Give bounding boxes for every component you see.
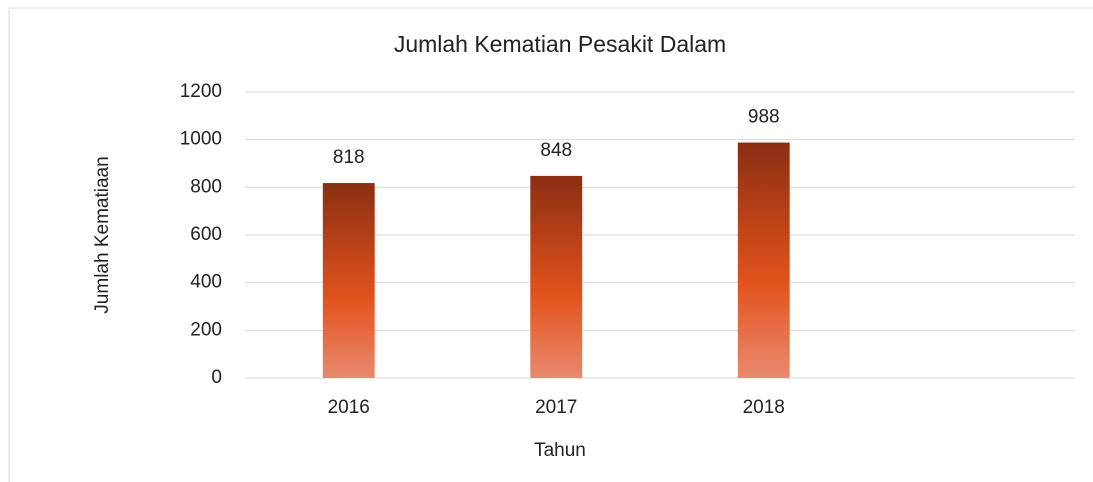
data-label: 818	[333, 147, 365, 168]
y-axis-label: Jumlah Kematiaan	[92, 156, 113, 313]
bar	[737, 142, 790, 378]
bar	[530, 175, 583, 378]
x-tick-label: 2017	[535, 397, 577, 418]
y-tick-label: 800	[190, 176, 222, 197]
x-tick-label: 2018	[743, 397, 785, 418]
chart-title: Jumlah Kematian Pesakit Dalam	[394, 31, 726, 57]
y-tick-label: 1000	[180, 129, 222, 150]
x-axis-label: Tahun	[534, 440, 586, 461]
y-tick-label: 400	[190, 272, 222, 293]
data-label: 848	[540, 140, 572, 161]
x-tick-label: 2016	[328, 397, 370, 418]
chart-frame	[8, 7, 1093, 482]
bar	[322, 183, 375, 378]
y-tick-label: 1200	[180, 81, 222, 102]
y-tick-label: 200	[190, 319, 222, 340]
y-tick-label: 600	[190, 224, 222, 245]
data-label: 988	[748, 107, 780, 128]
y-tick-label: 0	[211, 367, 222, 388]
